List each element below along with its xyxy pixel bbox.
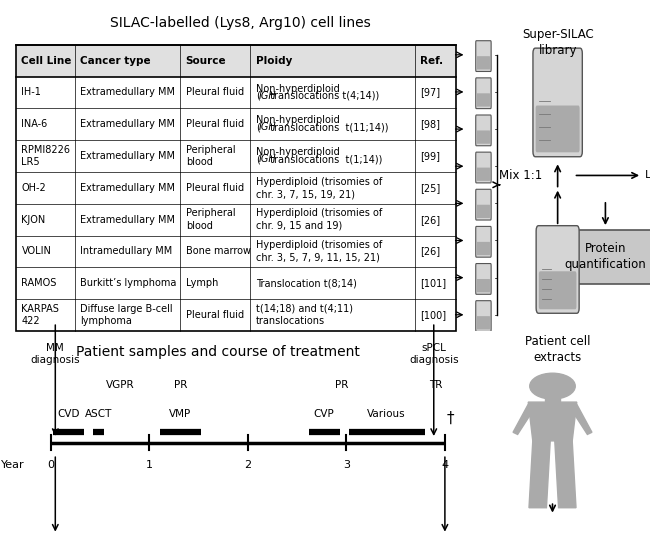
- Text: (: (: [256, 154, 260, 164]
- Polygon shape: [529, 441, 550, 508]
- Text: Hyperdiploid (trisomies of
chr. 9, 15 and 19): Hyperdiploid (trisomies of chr. 9, 15 an…: [256, 209, 382, 231]
- Text: Peripheral
blood: Peripheral blood: [186, 145, 235, 167]
- Text: [100]: [100]: [421, 310, 447, 320]
- Text: [97]: [97]: [421, 87, 441, 98]
- Text: (: (: [256, 91, 260, 101]
- Text: Extramedullary MM: Extramedullary MM: [80, 119, 175, 129]
- Text: Protein
quantification: Protein quantification: [565, 242, 646, 271]
- Text: Super-SILAC
library: Super-SILAC library: [522, 28, 593, 57]
- Text: 0: 0: [47, 460, 55, 470]
- Text: (: (: [256, 122, 260, 133]
- Text: PR: PR: [174, 380, 187, 390]
- FancyBboxPatch shape: [533, 48, 582, 157]
- FancyBboxPatch shape: [476, 41, 491, 72]
- Polygon shape: [571, 404, 592, 434]
- Text: Non-hyperdiploid: Non-hyperdiploid: [256, 115, 340, 126]
- FancyBboxPatch shape: [476, 115, 491, 146]
- Text: VGPR: VGPR: [105, 380, 134, 390]
- Text: ASCT: ASCT: [85, 409, 112, 419]
- Text: [101]: [101]: [421, 278, 447, 288]
- FancyBboxPatch shape: [477, 242, 490, 255]
- Text: INA-6: INA-6: [21, 119, 47, 129]
- Text: Year: Year: [1, 460, 24, 470]
- Polygon shape: [554, 441, 576, 508]
- Text: VMP: VMP: [170, 409, 192, 419]
- Text: KARPAS
422: KARPAS 422: [21, 304, 59, 326]
- Circle shape: [530, 373, 575, 399]
- Text: Hyperdiploid (trisomies of
chr. 3, 7, 15, 19, 21): Hyperdiploid (trisomies of chr. 3, 7, 15…: [256, 177, 382, 199]
- Text: Pleural fluid: Pleural fluid: [186, 183, 244, 193]
- FancyBboxPatch shape: [477, 130, 490, 144]
- FancyBboxPatch shape: [477, 279, 490, 292]
- Text: Diffuse large B-cell
lymphoma: Diffuse large B-cell lymphoma: [80, 304, 173, 326]
- Text: Extramedullary MM: Extramedullary MM: [80, 87, 175, 98]
- Text: [99]: [99]: [421, 151, 440, 161]
- Text: Source: Source: [186, 56, 226, 66]
- Text: translocations  t(1;14)): translocations t(1;14)): [267, 154, 383, 164]
- Text: t(14;18) and t(4;11)
translocations: t(14;18) and t(4;11) translocations: [256, 304, 353, 326]
- Text: Ref.: Ref.: [421, 56, 443, 66]
- Text: IGH: IGH: [259, 154, 277, 164]
- Text: RPMI8226
LR5: RPMI8226 LR5: [21, 145, 70, 167]
- FancyBboxPatch shape: [536, 106, 580, 153]
- Text: Patient samples and course of treatment: Patient samples and course of treatment: [76, 345, 359, 359]
- Text: Extramedullary MM: Extramedullary MM: [80, 215, 175, 225]
- FancyBboxPatch shape: [477, 93, 490, 107]
- Text: 2: 2: [244, 460, 252, 470]
- FancyBboxPatch shape: [477, 205, 490, 218]
- FancyBboxPatch shape: [477, 168, 490, 181]
- Text: Patient cell
extracts: Patient cell extracts: [525, 335, 590, 364]
- FancyBboxPatch shape: [476, 152, 491, 183]
- Text: VOLIN: VOLIN: [21, 246, 51, 257]
- Text: Mix 1:1: Mix 1:1: [499, 169, 542, 182]
- Text: KJON: KJON: [21, 215, 46, 225]
- FancyBboxPatch shape: [476, 264, 491, 294]
- FancyBboxPatch shape: [476, 189, 491, 220]
- Text: OH-2: OH-2: [21, 183, 46, 193]
- Text: Extramedullary MM: Extramedullary MM: [80, 183, 175, 193]
- Bar: [551, 230, 650, 284]
- Text: MM
diagnosis: MM diagnosis: [31, 343, 80, 365]
- Text: IH-1: IH-1: [21, 87, 42, 98]
- Text: translocations  t(11;14)): translocations t(11;14)): [267, 122, 389, 133]
- Text: sPCL
diagnosis: sPCL diagnosis: [409, 343, 458, 365]
- Text: SILAC-labelled (Lys8, Arg10) cell lines: SILAC-labelled (Lys8, Arg10) cell lines: [110, 16, 371, 30]
- FancyBboxPatch shape: [539, 271, 577, 309]
- Text: Translocation t(8;14): Translocation t(8;14): [256, 278, 357, 288]
- FancyBboxPatch shape: [536, 226, 579, 313]
- Text: Non-hyperdiploid: Non-hyperdiploid: [256, 147, 340, 157]
- Text: Hyperdiploid (trisomies of
chr. 3, 5, 7, 9, 11, 15, 21): Hyperdiploid (trisomies of chr. 3, 5, 7,…: [256, 240, 382, 262]
- Text: RAMOS: RAMOS: [21, 278, 57, 288]
- Text: IGH: IGH: [259, 122, 277, 133]
- Text: Non-hyperdiploid: Non-hyperdiploid: [256, 84, 340, 94]
- Text: CVP: CVP: [314, 409, 335, 419]
- FancyBboxPatch shape: [477, 316, 490, 329]
- Text: Ploidy: Ploidy: [256, 56, 292, 66]
- Text: TR: TR: [429, 380, 443, 390]
- FancyBboxPatch shape: [476, 301, 491, 331]
- Text: Cell Line: Cell Line: [21, 56, 72, 66]
- Text: [26]: [26]: [421, 215, 441, 225]
- Text: 4: 4: [441, 460, 448, 470]
- Text: [98]: [98]: [421, 119, 440, 129]
- Text: 3: 3: [343, 460, 350, 470]
- Text: [26]: [26]: [421, 246, 441, 257]
- Bar: [16, 45, 456, 77]
- Text: Extramedullary MM: Extramedullary MM: [80, 151, 175, 161]
- Text: PR: PR: [335, 380, 348, 390]
- Text: Bone marrow: Bone marrow: [186, 246, 251, 257]
- Text: Cancer type: Cancer type: [80, 56, 151, 66]
- Text: [25]: [25]: [421, 183, 441, 193]
- Text: Lymph: Lymph: [186, 278, 218, 288]
- Bar: [545, 386, 560, 402]
- Text: Peripheral
blood: Peripheral blood: [186, 209, 235, 231]
- FancyBboxPatch shape: [476, 78, 491, 109]
- Text: Burkitt’s lymphoma: Burkitt’s lymphoma: [80, 278, 177, 288]
- Text: Pleural fluid: Pleural fluid: [186, 310, 244, 320]
- Text: Pleural fluid: Pleural fluid: [186, 119, 244, 129]
- Text: translocations t(4;14)): translocations t(4;14)): [267, 91, 380, 101]
- Text: CVD: CVD: [57, 409, 80, 419]
- Text: 1: 1: [146, 460, 153, 470]
- Text: Various: Various: [367, 409, 406, 419]
- Text: Intramedullary MM: Intramedullary MM: [80, 246, 172, 257]
